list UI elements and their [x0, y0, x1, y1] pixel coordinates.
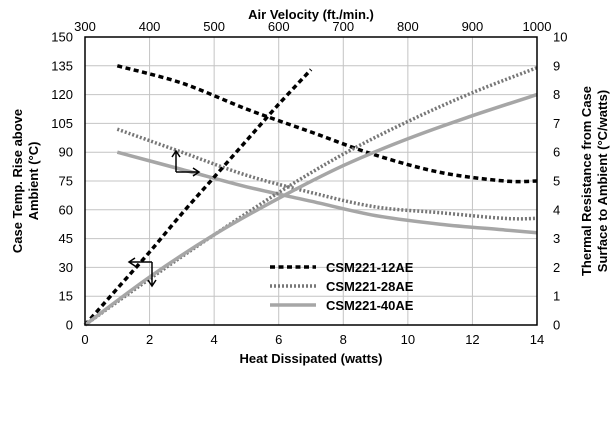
resistance-line-csm221-40ae [116, 150, 538, 235]
series-group [83, 64, 538, 327]
left-tick-label: 15 [59, 289, 73, 304]
resistance-line-csm221-28ae [116, 127, 538, 221]
left-tick-label: 45 [59, 231, 73, 246]
legend-label-csm221-28ae: CSM221-28AE [326, 279, 414, 294]
top-tick-label: 1000 [523, 19, 552, 34]
bottom-tick-label: 6 [275, 332, 282, 347]
right-axis-arrow-icon [171, 149, 201, 177]
bottom-axis-title: Heat Dissipated (watts) [239, 351, 382, 366]
temperature-rise-line-csm221-12ae [83, 68, 313, 327]
top-tick-label: 500 [203, 19, 225, 34]
left-tick-label: 0 [66, 318, 73, 333]
legend-item-csm221-40ae: CSM221-40AE [270, 298, 414, 313]
bottom-tick-label: 0 [81, 332, 88, 347]
right-tick-label: 5 [553, 174, 560, 189]
top-axis-title: Air Velocity (ft./min.) [248, 7, 374, 22]
top-tick-label: 300 [74, 19, 96, 34]
right-tick-label: 10 [553, 30, 567, 45]
right-tick-label: 4 [553, 202, 560, 217]
top-tick-label: 600 [268, 19, 290, 34]
legend-label-csm221-12ae: CSM221-12AE [326, 260, 414, 275]
bottom-tick-label: 12 [465, 332, 479, 347]
bottom-tick-label: 10 [401, 332, 415, 347]
top-tick-label: 900 [462, 19, 484, 34]
legend-item-csm221-12ae: CSM221-12AE [270, 260, 414, 275]
legend-label-csm221-40ae: CSM221-40AE [326, 298, 414, 313]
top-tick-label: 800 [397, 19, 419, 34]
right-axis-title: Thermal Resistance from Case [579, 86, 594, 276]
left-tick-label: 30 [59, 260, 73, 275]
right-axis-title-line2: Surface to Ambient (°C/watts) [595, 90, 610, 272]
temperature-rise-line-csm221-40ae [83, 92, 538, 327]
left-tick-label: 135 [51, 58, 73, 73]
bottom-tick-label: 14 [530, 332, 544, 347]
right-tick-label: 1 [553, 289, 560, 304]
left-axis-arrow-icon [127, 257, 157, 288]
legend-item-csm221-28ae: CSM221-28AE [270, 279, 414, 294]
left-tick-label: 105 [51, 116, 73, 131]
right-tick-label: 3 [553, 231, 560, 246]
bottom-tick-label: 4 [211, 332, 218, 347]
right-tick-label: 7 [553, 116, 560, 131]
right-tick-label: 2 [553, 260, 560, 275]
right-tick-label: 6 [553, 145, 560, 160]
bottom-tick-label: 8 [340, 332, 347, 347]
left-axis-title: Case Temp. Rise above [10, 109, 25, 253]
left-tick-label: 90 [59, 145, 73, 160]
right-tick-label: 0 [553, 318, 560, 333]
top-tick-label: 700 [332, 19, 354, 34]
left-tick-label: 150 [51, 30, 73, 45]
left-tick-label: 120 [51, 87, 73, 102]
top-tick-label: 400 [139, 19, 161, 34]
left-tick-label: 60 [59, 202, 73, 217]
plot-frame [84, 36, 538, 326]
resistance-line-csm221-12ae [116, 64, 538, 184]
bottom-tick-label: 2 [146, 332, 153, 347]
left-axis-title-line2: Ambient (°C) [26, 142, 41, 221]
left-tick-label: 75 [59, 174, 73, 189]
temperature-rise-line-csm221-28ae [83, 66, 538, 327]
right-tick-label: 9 [553, 58, 560, 73]
legend: CSM221-12AE CSM221-28AE CSM221-40AE [270, 260, 414, 313]
right-tick-label: 8 [553, 87, 560, 102]
